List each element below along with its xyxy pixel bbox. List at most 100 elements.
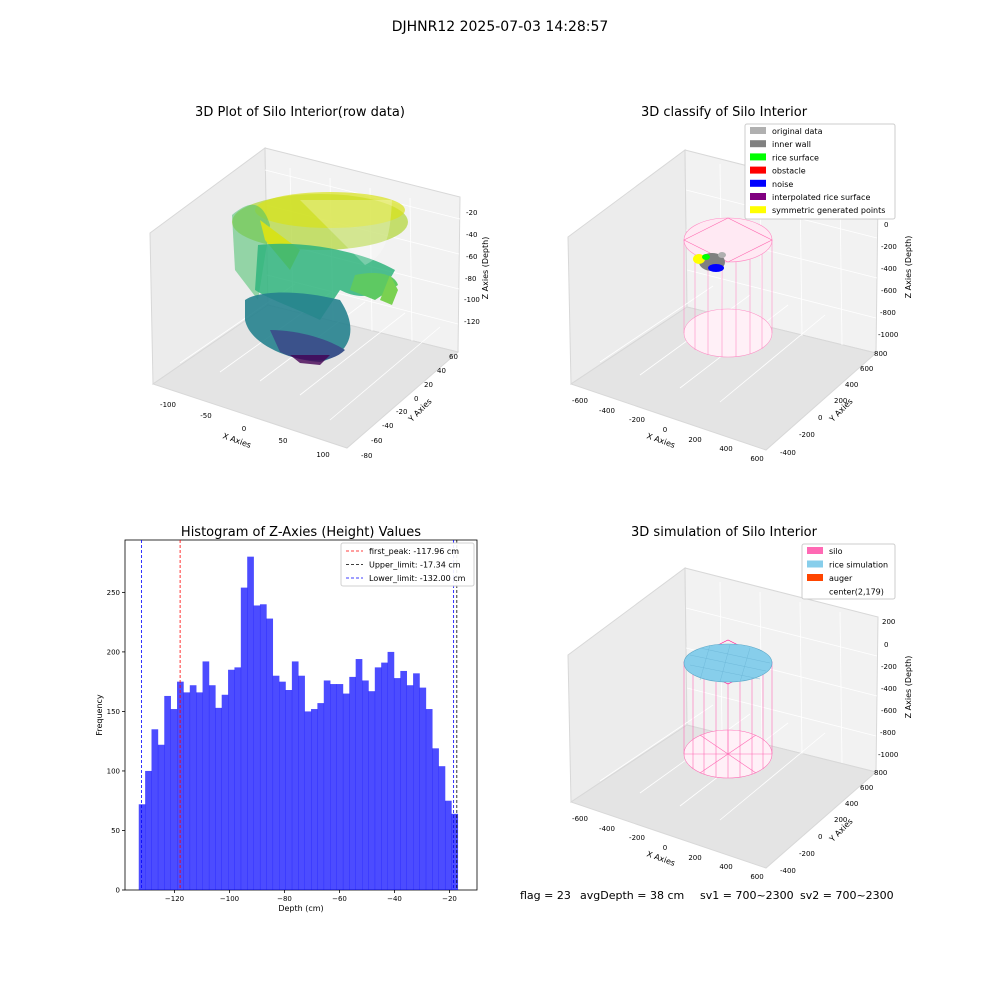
classify-ytick: 200 <box>834 397 847 405</box>
classify-legend-label: obstacle <box>772 167 806 176</box>
histogram-bar <box>221 694 229 890</box>
histogram-bar <box>151 729 159 890</box>
histogram-bar <box>234 667 242 890</box>
histogram-xtick-label: −120 <box>165 895 184 903</box>
histogram-bar <box>215 707 222 890</box>
classify-ytick: 600 <box>860 365 873 373</box>
raw-ytick: -20 <box>396 408 407 416</box>
raw-xtick: 100 <box>316 451 329 459</box>
classify-ytick: 800 <box>874 350 887 358</box>
status-avg-depth: avgDepth = 38 cm <box>580 889 685 902</box>
histogram-ytick-label: 100 <box>107 767 120 775</box>
histogram-ytick-label: 250 <box>107 589 120 597</box>
histogram-bar <box>362 680 369 890</box>
histogram-xtick-label: −40 <box>387 895 402 903</box>
raw-3d-plot: 3D Plot of Silo Interior(row data) <box>149 105 490 460</box>
classify-legend-swatch <box>750 206 766 214</box>
classify-ztick: 0 <box>884 221 888 229</box>
histogram-bar <box>400 670 408 890</box>
raw-ztick: -40 <box>466 231 477 239</box>
raw-ytick: 40 <box>437 367 446 375</box>
raw-ztick: -60 <box>466 253 477 261</box>
simulation-silo-cylinder <box>683 639 773 779</box>
histogram-chart: Histogram of Z-Axies (Height) Values −12… <box>95 525 478 913</box>
simulation-ztick: -1000 <box>878 751 898 759</box>
histogram-bar <box>266 618 274 890</box>
histogram-bar <box>279 681 286 890</box>
simulation-3d-plot: 3D simulation of Silo Interior <box>567 525 913 881</box>
classify-xtick: -600 <box>572 397 588 405</box>
histogram-xtick-label: −20 <box>442 895 457 903</box>
figure-suptitle: DJHNR12 2025-07-03 14:28:57 <box>392 19 609 35</box>
histogram-bar <box>259 604 267 890</box>
classify-legend-label: symmetric generated points <box>772 206 885 215</box>
histogram-legend-label: Upper_limit: -17.34 cm <box>369 561 461 570</box>
status-sv1: sv1 = 700~2300 <box>700 889 794 902</box>
classify-silo-cylinder <box>683 217 773 358</box>
classify-legend: original data inner wall rice surface obsta… <box>744 123 896 220</box>
classify-ytick: 0 <box>818 414 822 422</box>
histogram-xlabel: Depth (cm) <box>278 904 323 913</box>
histogram-bar <box>183 692 191 890</box>
histogram-bar <box>196 692 203 890</box>
simulation-floor-pane <box>569 724 878 869</box>
histogram-bar <box>387 651 395 890</box>
histogram-title: Histogram of Z-Axies (Height) Values <box>181 525 421 540</box>
histogram-bar <box>253 605 261 890</box>
simulation-xlabel: X Axies <box>645 849 676 868</box>
status-flag: flag = 23 <box>520 889 571 902</box>
histogram-bar <box>413 673 420 890</box>
classify-xtick: -400 <box>599 407 615 415</box>
classify-xtick: 0 <box>663 426 667 434</box>
histogram-bar <box>323 680 331 890</box>
histogram-ylabel: Frequency <box>95 694 104 736</box>
classify-ztick: -400 <box>881 265 897 273</box>
simulation-rice-mesh <box>689 644 771 683</box>
classify-xtick: 200 <box>688 436 701 444</box>
raw-xtick: -100 <box>160 401 176 409</box>
raw-floor-pane <box>151 304 460 449</box>
histogram-bar <box>406 685 414 890</box>
simulation-legend-swatch <box>807 574 823 581</box>
raw-ztick: -100 <box>464 296 480 304</box>
histogram-ytick-label: 50 <box>111 827 120 835</box>
classify-ytick: -200 <box>799 431 815 439</box>
classify-ztick: -800 <box>880 309 896 317</box>
simulation-ytick: 600 <box>860 784 873 792</box>
simulation-ztick: -800 <box>880 729 896 737</box>
simulation-legend-swatch <box>807 547 823 554</box>
histogram-legend-label: Lower_limit: -132.00 cm <box>369 574 466 583</box>
histogram-bar <box>202 661 210 890</box>
simulation-ytick: 200 <box>834 816 847 824</box>
histogram-bar <box>368 691 376 890</box>
simulation-xtick: 400 <box>719 863 732 871</box>
simulation-xtick: 600 <box>750 873 763 881</box>
histogram-bar <box>432 748 439 890</box>
raw-plot-title: 3D Plot of Silo Interior(row data) <box>195 105 405 120</box>
simulation-xtick: -200 <box>629 834 645 842</box>
histogram-bar <box>330 684 337 890</box>
histogram-bar <box>444 800 452 890</box>
histogram-bar <box>336 684 344 890</box>
histogram-xtick-label: −80 <box>277 895 292 903</box>
classify-3d-plot: 3D classify of Silo Interior <box>567 105 913 463</box>
histogram-legend: first_peak: -117.96 cm Upper_limit: -17.3… <box>340 542 475 587</box>
histogram-bar <box>240 587 248 890</box>
classify-xlabel: X Axies <box>645 431 676 450</box>
simulation-legend-label: rice simulation <box>829 561 888 570</box>
classify-ytick: 400 <box>845 381 858 389</box>
histogram-bar <box>145 770 152 890</box>
classify-legend-label: rice surface <box>772 153 819 162</box>
simulation-plot-title: 3D simulation of Silo Interior <box>631 525 818 540</box>
simulation-ztick: -200 <box>881 663 897 671</box>
histogram-xtick-label: −60 <box>332 895 347 903</box>
simulation-legend: silo rice simulation auger center(2,179) <box>801 543 896 600</box>
simulation-ytick: -200 <box>799 850 815 858</box>
histogram-bar <box>164 695 171 890</box>
classify-legend-label: interpolated rice surface <box>772 193 870 202</box>
simulation-xtick: 0 <box>663 844 667 852</box>
raw-ztick: -80 <box>465 275 476 283</box>
simulation-xtick: -400 <box>599 825 615 833</box>
classify-xtick: 600 <box>750 455 763 463</box>
histogram-bar <box>317 703 325 890</box>
